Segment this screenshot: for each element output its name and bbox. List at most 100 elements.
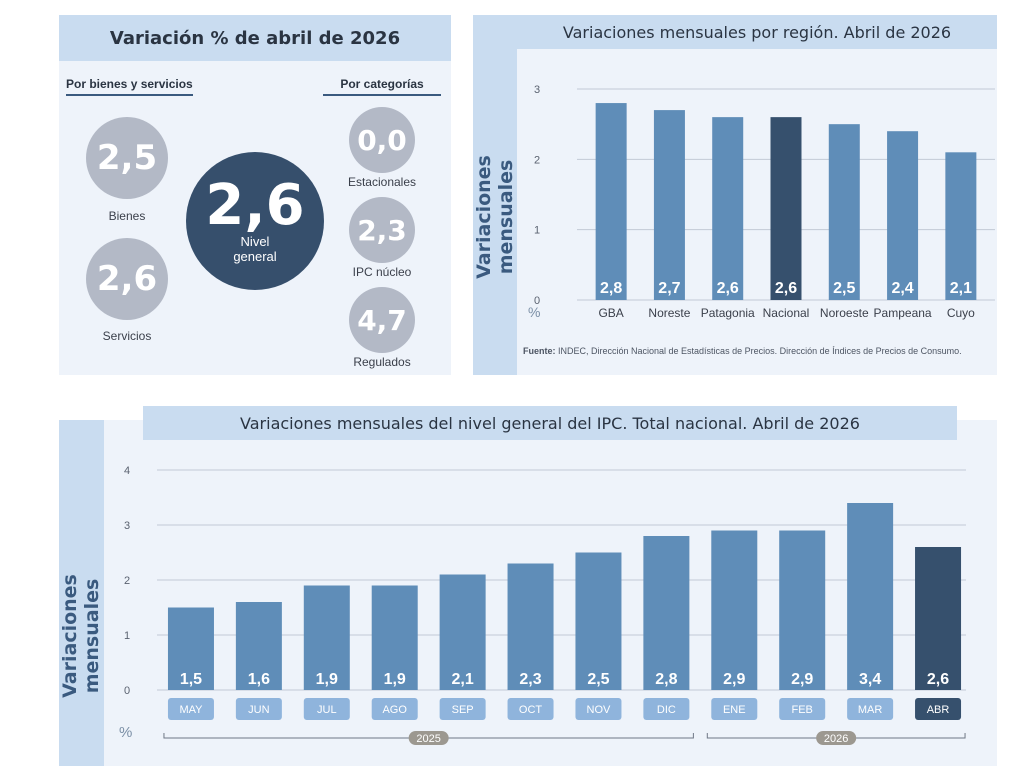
monthly-y-tick-1: 1 [124, 630, 130, 642]
monthly-bar-value-feb: 2,9 [791, 671, 813, 688]
services-label: Servicios [102, 329, 152, 343]
monthly-chart-panel: Variaciones mensuales del nivel general … [59, 406, 997, 766]
monthly-y-tick-3: 3 [124, 520, 130, 532]
monthly-year-pill-2025 [408, 731, 449, 745]
goods-value: 2,5 [96, 138, 158, 178]
left-section-header: Por bienes y servicios [66, 77, 193, 96]
monthly-bar-mar [847, 503, 894, 690]
services-value: 2,6 [96, 259, 158, 299]
monthly-y-tick-0: 0 [124, 685, 130, 697]
monthly-x-label-may: MAY [179, 704, 203, 716]
monthly-bar-jun [235, 602, 282, 690]
monthly-bar-oct [507, 563, 554, 690]
region-bar-cuyo [945, 152, 977, 300]
monthly-left-strip [59, 420, 104, 766]
summary-title-band: Variación % de abril de 2026 [59, 15, 451, 61]
seasonal-label: Estacionales [347, 175, 417, 189]
region-bar-value-noroeste: 2,5 [833, 280, 855, 297]
region-y-tick-1: 1 [534, 225, 540, 237]
monthly-bar-value-dic: 2,8 [655, 671, 677, 688]
monthly-chart-title: Variaciones mensuales del nivel general … [240, 413, 860, 433]
goods-circle: 2,5 [86, 117, 168, 199]
monthly-x-label-ago: AGO [382, 704, 407, 716]
monthly-x-label-dic: DIC [657, 704, 676, 716]
monthly-unit-label: % [119, 724, 133, 741]
monthly-bar-feb [779, 530, 826, 690]
monthly-bar-jul [303, 585, 350, 690]
monthly-x-badge-sep [439, 698, 486, 720]
region-bar-value-nacional: 2,6 [775, 280, 797, 297]
monthly-x-label-nov: NOV [587, 704, 612, 716]
monthly-x-label-mar: MAR [858, 704, 883, 716]
monthly-bar-ene [711, 530, 758, 690]
region-x-label-nacional: Nacional [763, 306, 810, 320]
monthly-bar-nov [575, 552, 622, 690]
core-circle: 2,3 [349, 197, 415, 263]
monthly-bar-ago [371, 585, 418, 690]
region-bar-pampeana [887, 131, 919, 300]
region-title-band: Variaciones mensuales por región. Abril … [517, 15, 997, 49]
monthly-year-label-2026: 2026 [824, 733, 848, 745]
monthly-x-badge-ene [711, 698, 758, 720]
monthly-year-pill-2026 [816, 731, 857, 745]
general-value: 2,6 [205, 173, 305, 238]
monthly-x-badge-abr [915, 698, 962, 720]
monthly-x-badge-feb [779, 698, 826, 720]
right-section-header: Por categorías [323, 77, 441, 96]
region-x-label-patagonia: Patagonia [701, 306, 755, 320]
monthly-x-badge-mar [847, 698, 894, 720]
monthly-x-label-feb: FEB [792, 704, 813, 716]
core-label: IPC núcleo [352, 265, 412, 279]
monthly-x-badge-jun [235, 698, 282, 720]
monthly-x-badge-dic [643, 698, 690, 720]
region-left-strip [473, 15, 517, 375]
region-source-text: INDEC, Dirección Nacional de Estadística… [555, 346, 962, 356]
monthly-bar-value-ago: 1,9 [384, 671, 406, 688]
monthly-bar-sep [439, 574, 486, 690]
goods-label: Bienes [108, 209, 146, 223]
summary-title: Variación % de abril de 2026 [109, 27, 401, 49]
regulated-value: 4,7 [357, 303, 407, 337]
monthly-x-label-sep: SEP [452, 704, 474, 716]
monthly-bar-abr [915, 547, 962, 690]
monthly-x-label-abr: ABR [927, 704, 950, 716]
region-y-tick-2: 2 [534, 154, 540, 166]
region-bar-value-patagonia: 2,6 [717, 280, 739, 297]
monthly-y-axis-label: Variaciones mensuales [59, 574, 103, 698]
monthly-x-label-ene: ENE [723, 704, 746, 716]
region-bar-noreste [653, 110, 685, 300]
region-bar-value-noreste: 2,7 [658, 280, 680, 297]
monthly-bar-value-abr: 2,6 [927, 671, 949, 688]
region-bar-nacional [770, 117, 802, 300]
monthly-bar-value-mar: 3,4 [859, 671, 881, 688]
region-x-label-cuyo: Cuyo [947, 306, 975, 320]
monthly-title-band: Variaciones mensuales del nivel general … [143, 406, 957, 440]
core-value: 2,3 [357, 213, 407, 247]
monthly-x-label-oct: OCT [519, 704, 543, 716]
region-bar-value-gba: 2,8 [600, 280, 622, 297]
monthly-bar-value-sep: 2,1 [452, 671, 474, 688]
region-y-tick-0: 0 [534, 295, 540, 307]
region-bar-value-cuyo: 2,1 [950, 280, 972, 297]
region-x-label-noroeste: Noroeste [820, 306, 869, 320]
monthly-bar-chart: 0 1 2 3 4 1,5 MAY 1,6 JUN 1,9 JUL 1,9 AGO 2,1 SEP 2,3 OC… [124, 465, 966, 745]
monthly-bar-value-oct: 2,3 [519, 671, 541, 688]
region-x-label-pampeana: Pampeana [874, 306, 932, 320]
monthly-bar-value-jul: 1,9 [316, 671, 338, 688]
region-source-note: Fuente: INDEC, Dirección Nacional de Est… [523, 346, 962, 356]
regulated-circle: 4,7 [349, 287, 415, 353]
monthly-year-label-2025: 2025 [416, 733, 440, 745]
region-source-label: Fuente: [523, 346, 556, 356]
monthly-bar-value-jun: 1,6 [248, 671, 270, 688]
monthly-x-badge-nov [575, 698, 622, 720]
monthly-bar-may [167, 607, 214, 690]
monthly-bar-value-nov: 2,5 [587, 671, 609, 688]
seasonal-circle: 0,0 [349, 107, 415, 173]
monthly-y-tick-4: 4 [124, 465, 130, 477]
monthly-bar-value-may: 1,5 [180, 671, 202, 688]
region-y-axis-label: Variaciones mensuales [473, 155, 517, 279]
region-chart-title: Variaciones mensuales por región. Abril … [562, 22, 952, 42]
region-bar-chart: 0 1 2 3 2,8 GBA 2,7 Noreste 2,6 Patagonia 2,6 Nacio… [534, 84, 995, 320]
monthly-x-badge-ago [371, 698, 418, 720]
region-x-label-noreste: Noreste [648, 306, 690, 320]
